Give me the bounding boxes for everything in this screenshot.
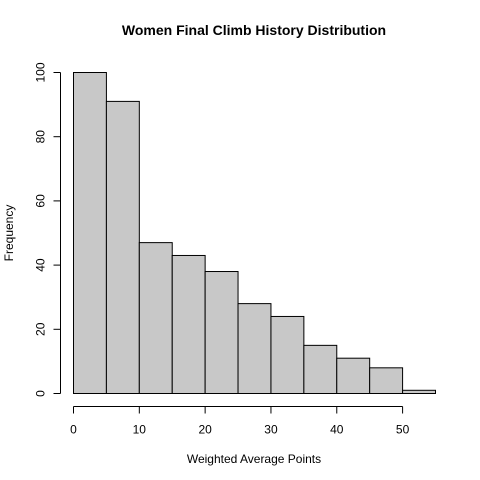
histogram-bar-3 xyxy=(171,254,206,394)
y-tick-label: 60 xyxy=(34,194,48,208)
histogram-bar-8 xyxy=(336,357,371,395)
x-axis: 0 10 20 30 40 50 xyxy=(70,406,410,437)
y-axis-label: Frequency xyxy=(2,205,16,262)
histogram-bar-4 xyxy=(204,271,239,394)
y-tick-label: 40 xyxy=(34,258,48,272)
histogram-bar-7 xyxy=(303,344,338,395)
x-tick-label: 0 xyxy=(70,423,77,437)
y-tick-label: 0 xyxy=(34,390,48,397)
y-tick-label: 100 xyxy=(34,62,48,82)
x-tick-label: 30 xyxy=(264,423,278,437)
x-axis-label: Weighted Average Points xyxy=(187,452,321,466)
histogram-bar-1 xyxy=(105,100,140,394)
histogram-bar-9 xyxy=(369,367,404,395)
x-tick-label: 50 xyxy=(396,423,410,437)
histogram-bar-5 xyxy=(237,303,272,394)
histogram-bar-10 xyxy=(402,389,437,395)
y-tick-label: 20 xyxy=(34,322,48,336)
bars-group xyxy=(73,72,437,395)
histogram-bar-2 xyxy=(138,242,173,394)
chart-title: Women Final Climb History Distribution xyxy=(122,22,386,38)
x-tick-label: 20 xyxy=(198,423,212,437)
y-tick-label: 80 xyxy=(34,130,48,144)
x-tick-label: 10 xyxy=(133,423,147,437)
y-axis: 0 20 40 60 80 100 xyxy=(34,62,61,397)
histogram-bar-6 xyxy=(270,315,305,394)
histogram-bar-0 xyxy=(73,72,107,394)
x-tick-label: 40 xyxy=(330,423,344,437)
